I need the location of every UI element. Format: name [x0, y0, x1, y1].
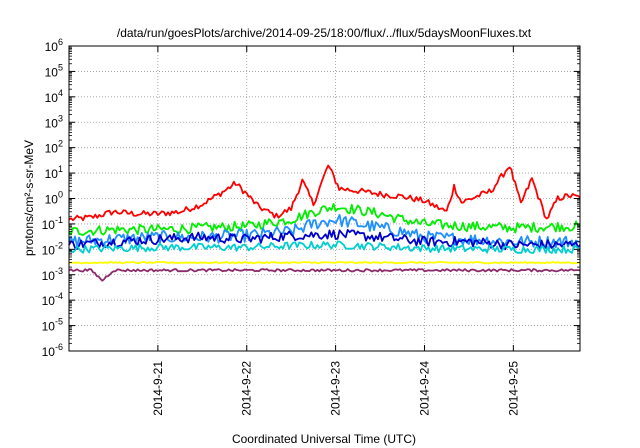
- y-axis: 10-6 10-5 10-4 10-3 10-2 10-1 100 101 102 103 104 1…: [42, 37, 580, 359]
- y-tick-label: 100: [45, 190, 63, 207]
- series-line: [68, 164, 581, 222]
- series-line: [68, 268, 581, 282]
- x-axis: 2014-9-21 2014-9-22 2014-9-23 2014-9-24 2014…: [151, 46, 520, 416]
- y-tick-label: 104: [45, 88, 63, 105]
- series-line: [68, 229, 581, 251]
- series-line: [68, 203, 581, 236]
- y-tick-label: 102: [45, 139, 63, 156]
- y-tick-label: 10-3: [42, 266, 63, 283]
- y-tick-label: 10-5: [42, 317, 63, 334]
- series-line: [68, 240, 581, 254]
- x-axis-label: Coordinated Universal Time (UTC): [232, 432, 416, 446]
- y-tick-label: 10-1: [42, 215, 63, 232]
- x-tick-label: 2014-9-21: [151, 361, 165, 416]
- chart-title: /data/run/goesPlots/archive/2014-09-25/1…: [117, 26, 532, 40]
- series-line: [69, 261, 581, 265]
- y-tick-label: 10-6: [42, 342, 63, 359]
- y-tick-label: 10-2: [42, 240, 63, 257]
- y-tick-label: 105: [45, 62, 63, 79]
- x-tick-label: 2014-9-23: [329, 361, 343, 416]
- y-tick-label: 106: [45, 37, 63, 54]
- y-tick-label: 101: [45, 164, 63, 181]
- series-line: [68, 214, 581, 249]
- x-tick-label: 2014-9-22: [240, 361, 254, 416]
- y-tick-label: 10-4: [42, 291, 63, 308]
- x-tick-label: 2014-9-25: [506, 361, 520, 416]
- grid: [69, 46, 580, 351]
- y-axis-label: protons/cm²-s-sr-MeV: [22, 140, 36, 256]
- series-layer: [68, 164, 581, 282]
- x-tick-label: 2014-9-24: [417, 361, 431, 416]
- y-tick-label: 103: [45, 113, 63, 130]
